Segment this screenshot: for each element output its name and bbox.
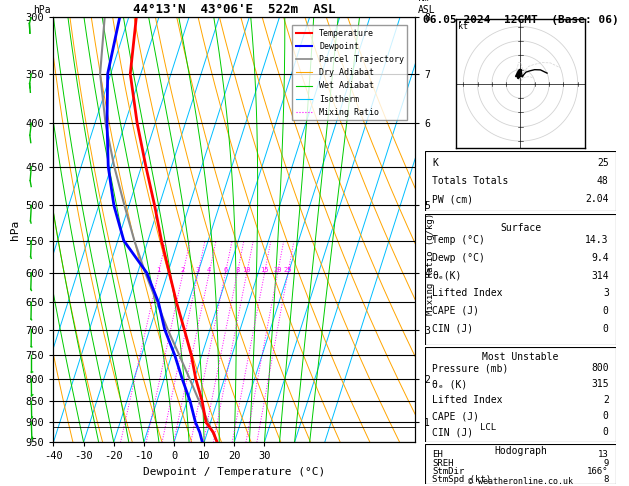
Text: 0: 0 — [603, 427, 609, 437]
Text: θₑ (K): θₑ (K) — [432, 379, 467, 389]
Text: θₑ(K): θₑ(K) — [432, 271, 462, 280]
Text: hPa: hPa — [33, 4, 50, 15]
Text: Dewp (°C): Dewp (°C) — [432, 253, 485, 263]
Text: 14.3: 14.3 — [585, 235, 609, 245]
Text: StmSpd (kt): StmSpd (kt) — [432, 475, 491, 485]
Title: 44°13'N  43°06'E  522m  ASL: 44°13'N 43°06'E 522m ASL — [133, 3, 335, 16]
Text: 4: 4 — [207, 267, 211, 273]
Text: 1: 1 — [157, 267, 161, 273]
Text: 314: 314 — [591, 271, 609, 280]
Text: 8: 8 — [603, 475, 609, 485]
Text: 13: 13 — [598, 451, 609, 459]
Text: Mixing Ratio (g/kg): Mixing Ratio (g/kg) — [426, 212, 435, 315]
Text: 2: 2 — [181, 267, 185, 273]
Text: 315: 315 — [591, 379, 609, 389]
Text: CAPE (J): CAPE (J) — [432, 306, 479, 316]
X-axis label: Dewpoint / Temperature (°C): Dewpoint / Temperature (°C) — [143, 467, 325, 477]
Legend: Temperature, Dewpoint, Parcel Trajectory, Dry Adiabat, Wet Adiabat, Isotherm, Mi: Temperature, Dewpoint, Parcel Trajectory… — [292, 25, 408, 120]
Text: StmDir: StmDir — [432, 467, 464, 476]
Text: LCL: LCL — [481, 423, 496, 432]
Text: 3: 3 — [603, 288, 609, 298]
Text: 10: 10 — [243, 267, 251, 273]
Text: 20: 20 — [274, 267, 282, 273]
Text: K: K — [432, 158, 438, 168]
Text: 06.05.2024  12GMT  (Base: 06): 06.05.2024 12GMT (Base: 06) — [423, 15, 618, 25]
Text: km
ASL: km ASL — [418, 0, 436, 15]
Text: 0: 0 — [603, 306, 609, 316]
Y-axis label: hPa: hPa — [10, 220, 20, 240]
Text: 8: 8 — [235, 267, 240, 273]
Text: 9: 9 — [603, 459, 609, 468]
Text: kt: kt — [457, 22, 467, 31]
Text: PW (cm): PW (cm) — [432, 194, 474, 204]
Text: Lifted Index: Lifted Index — [432, 395, 503, 405]
Text: CAPE (J): CAPE (J) — [432, 411, 479, 421]
Text: 0: 0 — [603, 411, 609, 421]
Text: Lifted Index: Lifted Index — [432, 288, 503, 298]
Text: Most Unstable: Most Unstable — [482, 352, 559, 362]
Text: 3: 3 — [196, 267, 200, 273]
Text: EH: EH — [432, 451, 443, 459]
Text: 0: 0 — [603, 324, 609, 334]
Text: 166°: 166° — [587, 467, 609, 476]
Text: CIN (J): CIN (J) — [432, 324, 474, 334]
Text: © weatheronline.co.uk: © weatheronline.co.uk — [468, 477, 573, 486]
Text: 9.4: 9.4 — [591, 253, 609, 263]
Text: CIN (J): CIN (J) — [432, 427, 474, 437]
Text: 2.04: 2.04 — [585, 194, 609, 204]
Text: 25: 25 — [284, 267, 292, 273]
Text: SREH: SREH — [432, 459, 454, 468]
Text: 15: 15 — [260, 267, 269, 273]
Text: Hodograph: Hodograph — [494, 446, 547, 456]
Text: Pressure (mb): Pressure (mb) — [432, 364, 509, 373]
Text: 6: 6 — [223, 267, 228, 273]
Text: Totals Totals: Totals Totals — [432, 176, 509, 186]
Text: Temp (°C): Temp (°C) — [432, 235, 485, 245]
Text: 25: 25 — [597, 158, 609, 168]
Text: 2: 2 — [603, 395, 609, 405]
Text: 48: 48 — [597, 176, 609, 186]
Text: 800: 800 — [591, 364, 609, 373]
Text: Surface: Surface — [500, 223, 541, 233]
